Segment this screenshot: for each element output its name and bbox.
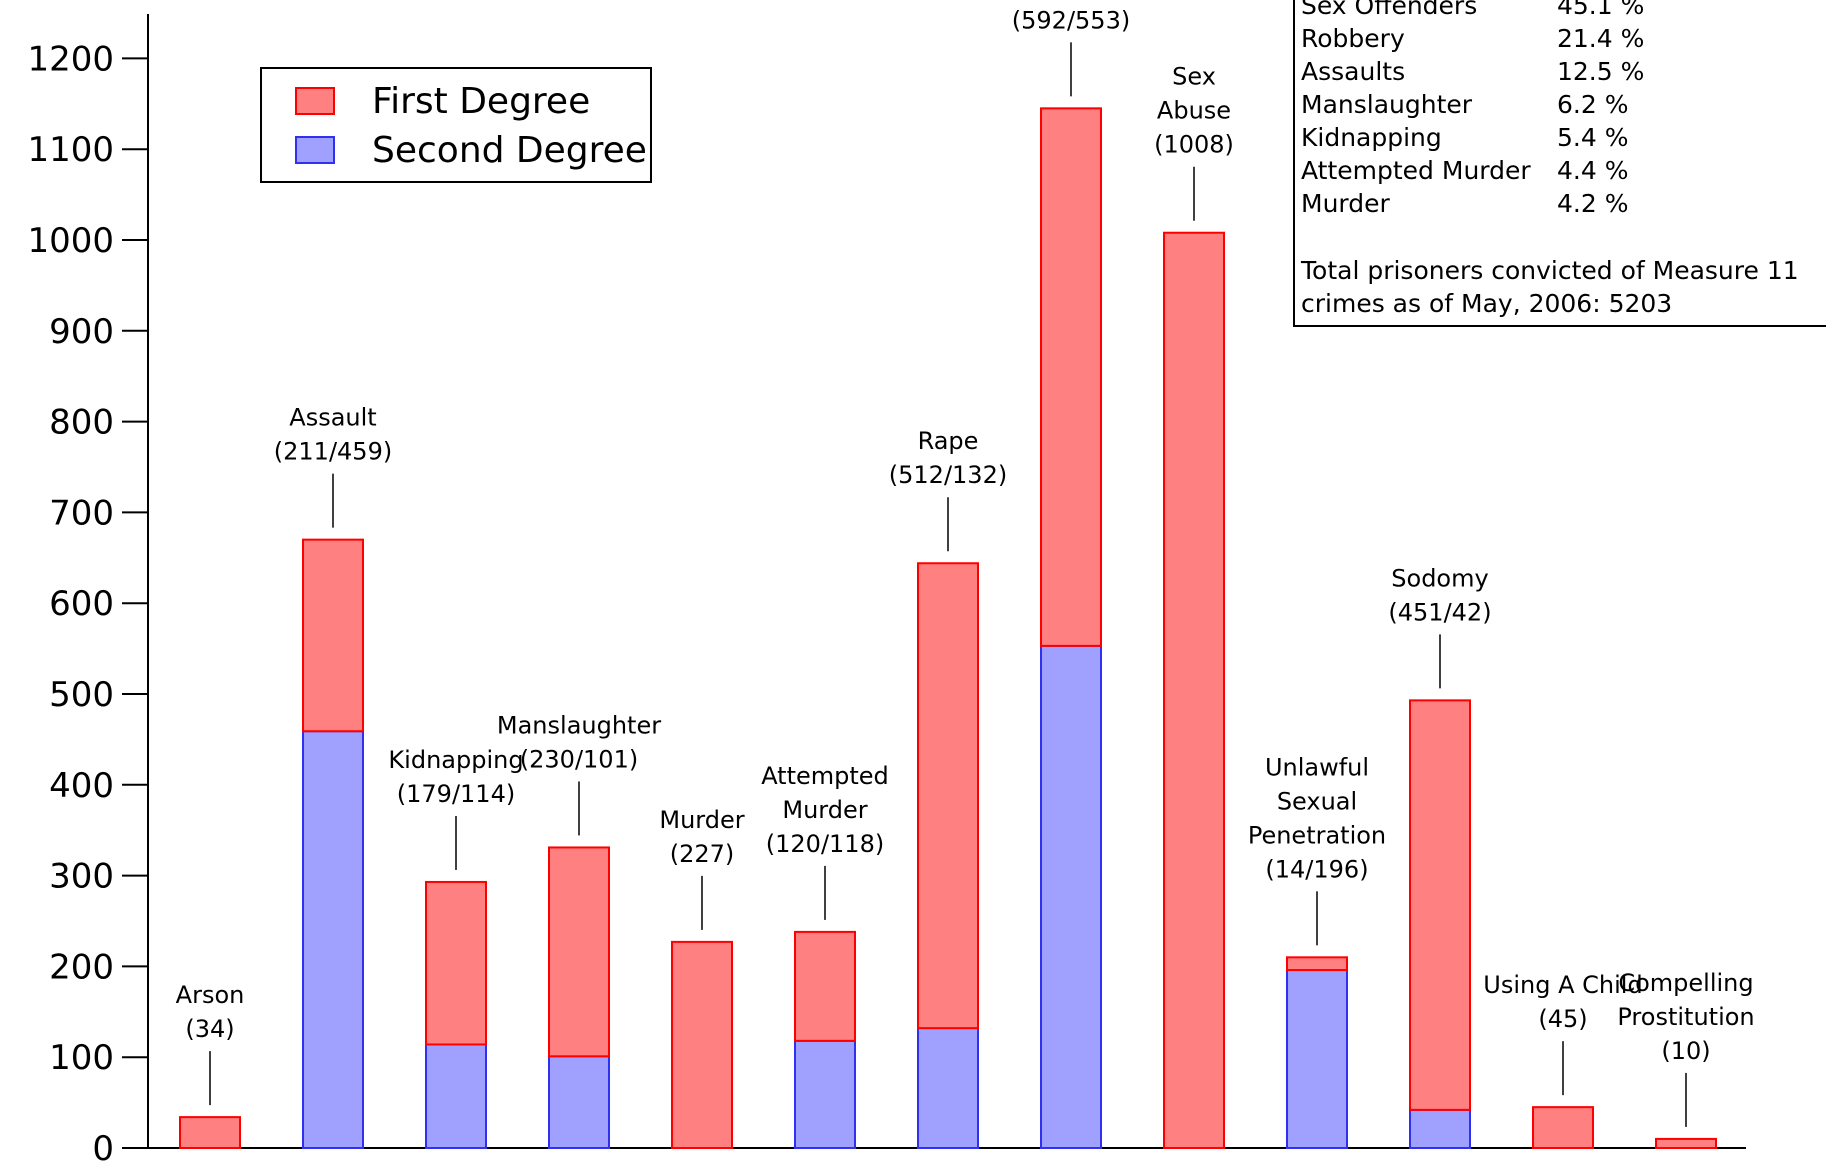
category-label-8: Sex Abuse (1008) (1154, 63, 1234, 159)
stats-row-value-6: 4.2 % (1557, 189, 1628, 218)
category-label-line: (512/132) (889, 461, 1007, 489)
bar-first-degree-9 (1287, 957, 1347, 970)
stats-total-line-1: crimes as of May, 2006: 5203 (1301, 289, 1672, 318)
bar-first-degree-11 (1533, 1107, 1593, 1148)
category-label-5: Attempted Murder (120/118) (761, 762, 889, 858)
category-label-line: Assault (289, 404, 376, 432)
bar-first-degree-5 (795, 932, 855, 1041)
stats-box: Sex Offenders 45.1 % Robbery 21.4 % Assaults… (1294, 0, 1826, 326)
stats-row-value-3: 6.2 % (1557, 90, 1628, 119)
y-tick-label-3: 300 (49, 857, 114, 897)
category-label-line: (179/114) (397, 780, 515, 808)
stats-row-label-0: Sex Offenders (1301, 0, 1477, 20)
category-label-0: Arson (34) (176, 981, 245, 1043)
bar-first-degree-12 (1656, 1139, 1716, 1148)
stats-row-value-5: 4.4 % (1557, 156, 1628, 185)
y-tick-label-11: 1100 (27, 130, 114, 170)
category-label-line: (120/118) (766, 830, 884, 858)
y-tick-label-7: 700 (49, 493, 114, 533)
y-tick-label-5: 500 (49, 675, 114, 715)
category-label-line: (1008) (1154, 131, 1234, 159)
y-tick-label-1: 100 (49, 1038, 114, 1078)
stats-row-label-1: Robbery (1301, 24, 1405, 53)
category-label-line: (45) (1538, 1005, 1587, 1033)
bar-first-degree-0 (180, 1117, 240, 1148)
category-label-7: Robbery(592/553) (1012, 0, 1130, 34)
legend-swatch-1 (296, 137, 334, 163)
stats-row-label-3: Manslaughter (1301, 90, 1473, 119)
category-label-line: (592/553) (1012, 6, 1130, 34)
category-label-line: (34) (185, 1015, 234, 1043)
category-label-line: Rape (918, 427, 979, 455)
category-label-line: (14/196) (1265, 855, 1368, 883)
category-label-line: (227) (670, 840, 735, 868)
stats-total-line-0: Total prisoners convicted of Measure 11 (1300, 256, 1799, 285)
category-label-line: Kidnapping (388, 746, 523, 774)
category-label-line: Sex (1172, 63, 1216, 91)
bar-first-degree-3 (549, 847, 609, 1056)
category-label-3: Manslaughter (230/101) (497, 711, 661, 773)
category-label-line: Murder (782, 796, 867, 824)
category-label-line: (451/42) (1388, 598, 1491, 626)
category-label-line: Attempted (761, 762, 889, 790)
bar-second-degree-10 (1410, 1110, 1470, 1148)
bar-first-degree-6 (918, 563, 978, 1028)
y-tick-label-10: 1000 (27, 221, 114, 261)
legend-entry-label-0: First Degree (372, 81, 590, 122)
category-label-line: Penetration (1248, 821, 1386, 849)
stats-row-label-6: Murder (1301, 189, 1391, 218)
bar-first-degree-7 (1041, 108, 1101, 646)
category-label-1: Assault (211/459) (274, 404, 392, 466)
bar-first-degree-2 (426, 882, 486, 1045)
category-label-line: Unlawful (1265, 753, 1369, 781)
category-label-10: Sodomy (451/42) (1388, 564, 1491, 626)
bar-first-degree-4 (672, 942, 732, 1148)
category-label-line: Compelling (1618, 969, 1753, 997)
stats-row-value-1: 21.4 % (1557, 24, 1644, 53)
category-label-line: Sodomy (1391, 564, 1488, 592)
category-label-9: Unlawful Sexual Penetration (14/196) (1248, 753, 1386, 883)
stats-row-value-0: 45.1 % (1557, 0, 1644, 20)
stats-row-label-2: Assaults (1301, 57, 1405, 86)
bar-second-degree-7 (1041, 646, 1101, 1148)
category-label-12: Compelling Prostitution (10) (1617, 969, 1754, 1065)
legend-entry-label-1: Second Degree (372, 130, 647, 171)
bar-second-degree-5 (795, 1041, 855, 1148)
bar-second-degree-9 (1287, 970, 1347, 1148)
category-label-line: Abuse (1157, 97, 1231, 125)
category-label-line: Sexual (1277, 787, 1357, 815)
bar-second-degree-2 (426, 1044, 486, 1148)
bar-first-degree-10 (1410, 700, 1470, 1110)
category-label-line: (211/459) (274, 438, 392, 466)
category-label-line: Manslaughter (497, 711, 661, 739)
y-tick-label-4: 400 (49, 766, 114, 806)
y-tick-label-12: 1200 (27, 39, 114, 79)
y-tick-label-8: 800 (49, 403, 114, 443)
legend: First Degree Second Degree (261, 68, 651, 182)
category-label-line: Murder (659, 806, 744, 834)
stats-row-value-4: 5.4 % (1557, 123, 1628, 152)
category-label-line: Arson (176, 981, 245, 1009)
stats-row-label-5: Attempted Murder (1301, 156, 1531, 185)
y-tick-label-0: 0 (92, 1129, 114, 1163)
bar-second-degree-6 (918, 1028, 978, 1148)
stats-row-value-2: 12.5 % (1557, 57, 1644, 86)
category-label-4: Murder (227) (659, 806, 744, 868)
category-label-2: Kidnapping (179/114) (388, 746, 523, 808)
y-tick-label-9: 900 (49, 312, 114, 352)
category-label-line: (230/101) (520, 745, 638, 773)
bar-second-degree-3 (549, 1056, 609, 1148)
legend-swatch-0 (296, 88, 334, 114)
bar-first-degree-8 (1164, 233, 1224, 1148)
stats-row-label-4: Kidnapping (1301, 123, 1442, 152)
category-label-6: Rape (512/132) (889, 427, 1007, 489)
category-label-line: (10) (1661, 1037, 1710, 1065)
category-label-line: Prostitution (1617, 1003, 1754, 1031)
bar-first-degree-1 (303, 540, 363, 732)
bar-second-degree-1 (303, 731, 363, 1148)
y-tick-label-2: 200 (49, 947, 114, 987)
y-tick-label-6: 600 (49, 584, 114, 624)
